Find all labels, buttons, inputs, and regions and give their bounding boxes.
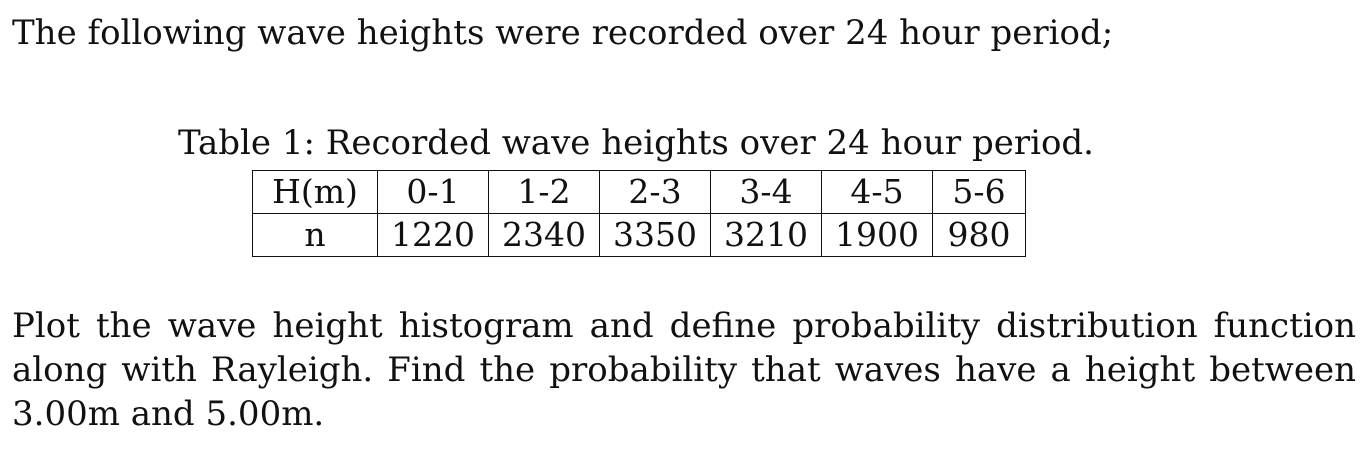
table-cell-count: 3210 [710, 213, 822, 257]
table-cell-count: 3350 [599, 213, 711, 257]
row-header-count: n [252, 213, 378, 257]
intro-text: The following wave heights were recorded… [12, 13, 1114, 53]
table-cell-range: 0-1 [377, 170, 489, 214]
table-caption: Table 1: Recorded wave heights over 24 h… [177, 123, 1094, 163]
table-cell-count: 2340 [488, 213, 600, 257]
table-cell-range: 2-3 [599, 170, 711, 214]
table-cell-range: 4-5 [821, 170, 933, 214]
table-row-counts: n 1220 2340 3350 3210 1900 980 [252, 213, 1026, 257]
wave-height-table: H(m) 0-1 1-2 2-3 3-4 4-5 5-6 n 1220 2340… [252, 170, 1026, 257]
table-cell-count: 1220 [377, 213, 489, 257]
table-cell-range: 3-4 [710, 170, 822, 214]
question-text: Plot the wave height histogram and defin… [12, 306, 1356, 434]
table-cell-range: 1-2 [488, 170, 600, 214]
table-row-heights: H(m) 0-1 1-2 2-3 3-4 4-5 5-6 [252, 170, 1026, 214]
table-cell-count: 980 [932, 213, 1026, 257]
row-header-height: H(m) [252, 170, 378, 214]
table-cell-count: 1900 [821, 213, 933, 257]
table-cell-range: 5-6 [932, 170, 1026, 214]
